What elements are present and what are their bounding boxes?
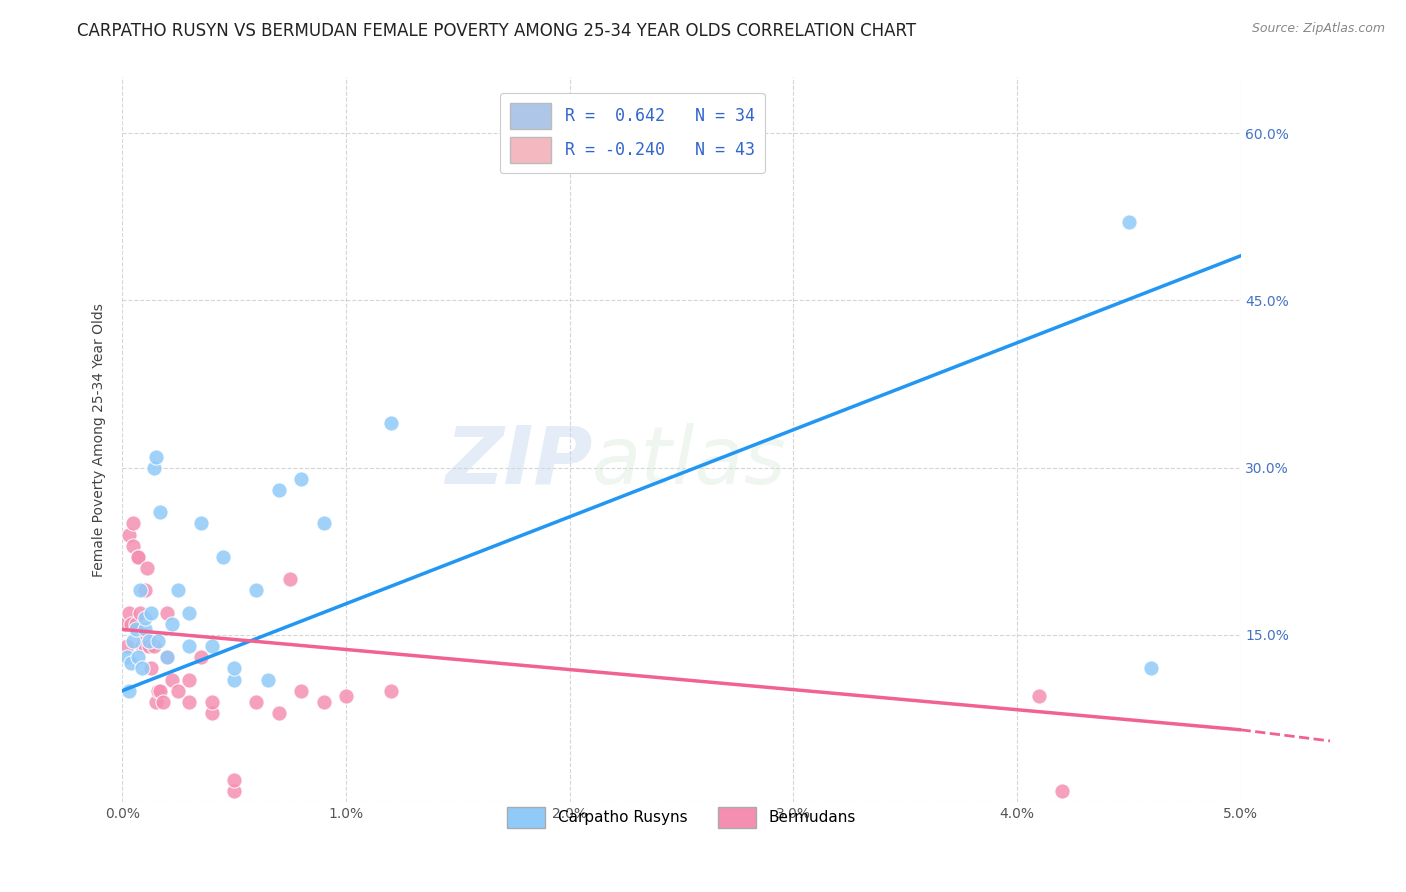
Point	[380, 416, 402, 430]
Point	[1050, 784, 1073, 798]
Point	[380, 683, 402, 698]
Point	[160, 616, 183, 631]
Point	[335, 690, 357, 704]
Point	[212, 549, 235, 564]
Point	[134, 623, 156, 637]
Point	[145, 450, 167, 464]
Legend: Carpatho Rusyns, Bermudans: Carpatho Rusyns, Bermudans	[501, 801, 862, 835]
Point	[120, 616, 142, 631]
Point	[267, 483, 290, 497]
Point	[131, 639, 153, 653]
Point	[118, 606, 141, 620]
Point	[122, 633, 145, 648]
Point	[156, 650, 179, 665]
Point	[267, 706, 290, 720]
Text: atlas: atlas	[592, 423, 787, 500]
Point	[129, 583, 152, 598]
Point	[201, 695, 224, 709]
Point	[149, 683, 172, 698]
Point	[138, 639, 160, 653]
Point	[290, 472, 312, 486]
Point	[1028, 690, 1050, 704]
Point	[245, 695, 267, 709]
Point	[134, 611, 156, 625]
Y-axis label: Female Poverty Among 25-34 Year Olds: Female Poverty Among 25-34 Year Olds	[93, 303, 107, 577]
Point	[1140, 661, 1163, 675]
Point	[245, 583, 267, 598]
Point	[131, 661, 153, 675]
Point	[125, 623, 148, 637]
Point	[115, 639, 138, 653]
Point	[146, 633, 169, 648]
Point	[1118, 215, 1140, 229]
Point	[125, 616, 148, 631]
Point	[134, 639, 156, 653]
Point	[224, 673, 246, 687]
Point	[127, 549, 149, 564]
Point	[145, 695, 167, 709]
Point	[160, 673, 183, 687]
Point	[135, 561, 157, 575]
Point	[122, 516, 145, 531]
Point	[224, 772, 246, 787]
Point	[190, 516, 212, 531]
Point	[179, 673, 201, 687]
Point	[146, 683, 169, 698]
Point	[312, 516, 335, 531]
Point	[190, 650, 212, 665]
Point	[179, 639, 201, 653]
Point	[179, 695, 201, 709]
Point	[167, 683, 190, 698]
Text: Source: ZipAtlas.com: Source: ZipAtlas.com	[1251, 22, 1385, 36]
Point	[115, 650, 138, 665]
Point	[141, 606, 163, 620]
Point	[122, 539, 145, 553]
Point	[290, 683, 312, 698]
Point	[152, 695, 174, 709]
Point	[141, 661, 163, 675]
Point	[278, 572, 301, 586]
Point	[127, 549, 149, 564]
Text: CARPATHO RUSYN VS BERMUDAN FEMALE POVERTY AMONG 25-34 YEAR OLDS CORRELATION CHAR: CARPATHO RUSYN VS BERMUDAN FEMALE POVERT…	[77, 22, 917, 40]
Point	[127, 650, 149, 665]
Point	[118, 527, 141, 541]
Point	[114, 616, 136, 631]
Point	[256, 673, 278, 687]
Point	[138, 633, 160, 648]
Point	[142, 460, 165, 475]
Text: ZIP: ZIP	[444, 423, 592, 500]
Point	[201, 639, 224, 653]
Point	[201, 706, 224, 720]
Point	[167, 583, 190, 598]
Point	[118, 683, 141, 698]
Point	[134, 583, 156, 598]
Point	[129, 606, 152, 620]
Point	[224, 784, 246, 798]
Point	[156, 606, 179, 620]
Point	[120, 656, 142, 670]
Point	[149, 505, 172, 519]
Point	[142, 639, 165, 653]
Point	[156, 650, 179, 665]
Point	[312, 695, 335, 709]
Point	[224, 661, 246, 675]
Point	[179, 606, 201, 620]
Point	[134, 628, 156, 642]
